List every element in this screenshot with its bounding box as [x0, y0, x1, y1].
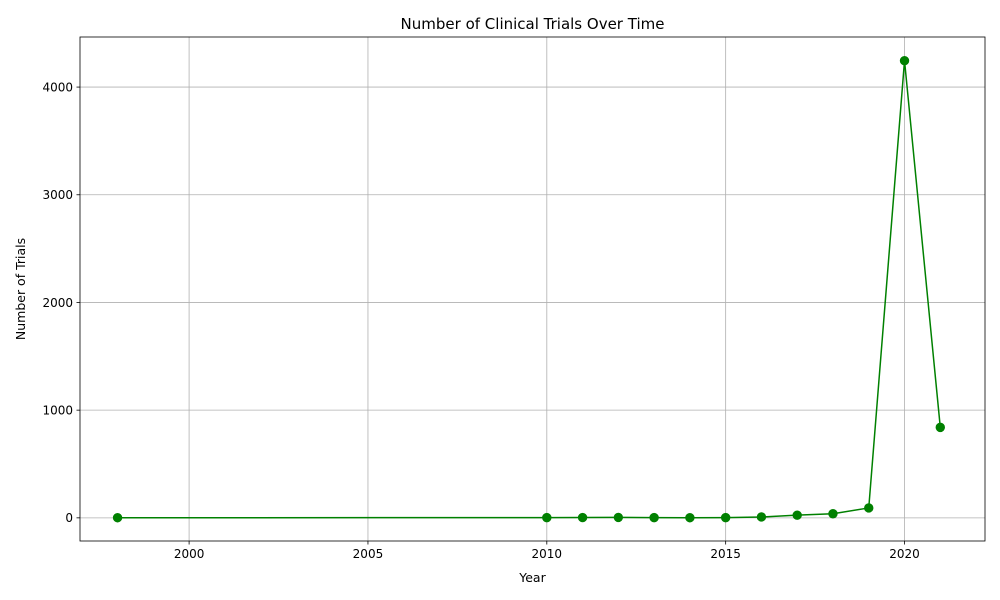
data-point — [828, 509, 838, 519]
data-point — [935, 422, 945, 433]
x-tick-label: 2015 — [710, 547, 741, 561]
data-point — [756, 512, 767, 522]
x-tick-label: 2020 — [889, 547, 920, 561]
chart-title: Number of Clinical Trials Over Time — [401, 15, 665, 33]
x-tick-label: 2005 — [353, 547, 384, 561]
series — [112, 55, 945, 523]
y-tick-label: 3000 — [42, 188, 73, 202]
y-tick-label: 1000 — [42, 403, 73, 417]
plot-frame — [79, 36, 986, 542]
y-tick-label: 0 — [65, 511, 73, 525]
data-point — [542, 512, 552, 523]
data-point — [720, 512, 731, 523]
data-point — [685, 513, 695, 523]
ticks: 2000 2005 2010 2015 2020 0 1000 2000 3000 4000 — [42, 80, 919, 561]
data-point — [864, 503, 874, 513]
y-tick-label: 2000 — [42, 296, 73, 310]
y-tick-label: 4000 — [42, 80, 73, 94]
x-tick-label: 2010 — [532, 547, 563, 561]
data-point — [613, 512, 624, 523]
data-point — [649, 512, 659, 523]
y-axis-label: Number of Trials — [13, 238, 28, 340]
data-point — [112, 513, 123, 523]
data-point — [577, 512, 588, 523]
x-axis-label: Year — [518, 570, 546, 585]
data-point — [792, 510, 802, 520]
data-point — [899, 55, 910, 66]
x-tick-label: 2000 — [174, 547, 205, 561]
